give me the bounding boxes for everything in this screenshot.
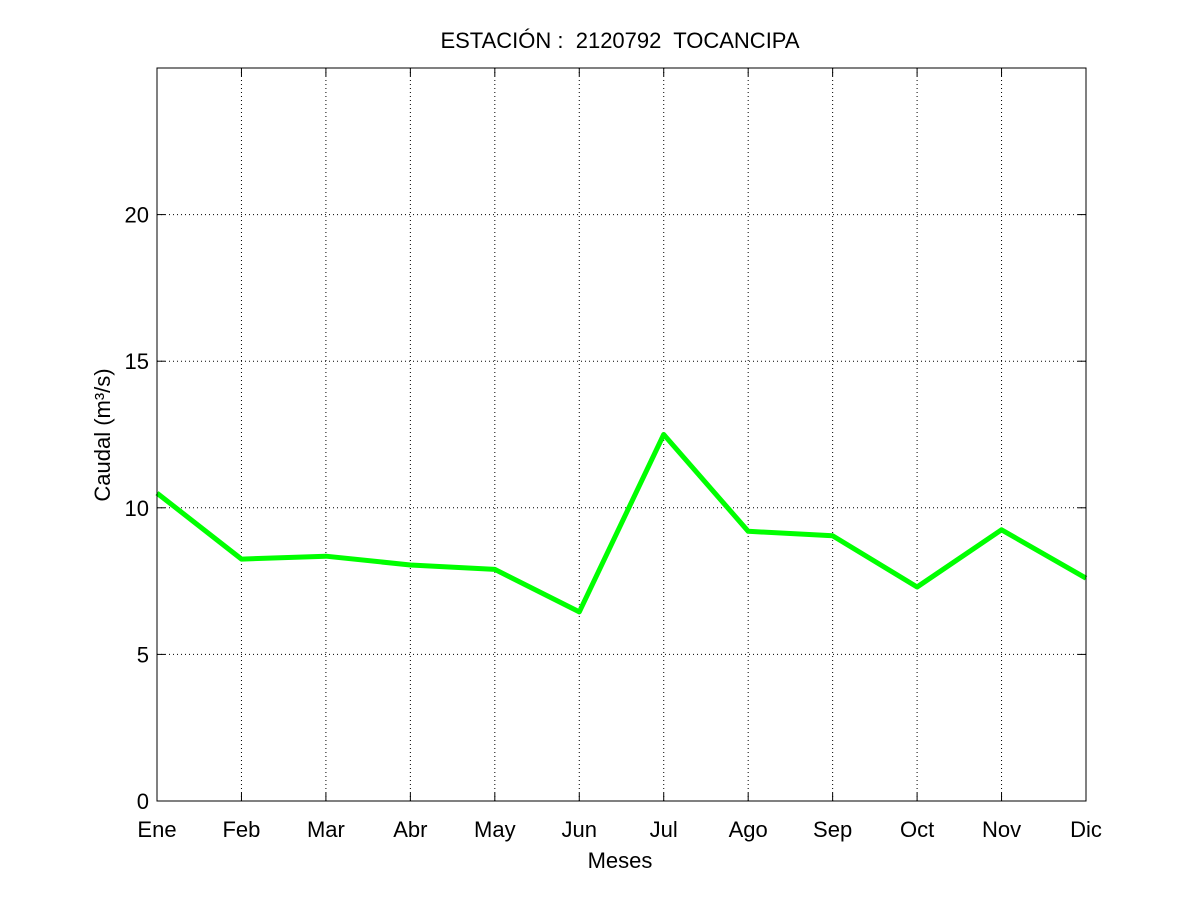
y-tick-label: 5 (137, 642, 149, 667)
x-tick-label: Dic (1070, 817, 1102, 842)
x-tick-label: Mar (307, 817, 345, 842)
y-tick-label: 10 (125, 496, 149, 521)
x-tick-label: Ago (729, 817, 768, 842)
x-tick-label: Ene (137, 817, 176, 842)
x-tick-label: Nov (982, 817, 1021, 842)
x-tick-label: Jun (562, 817, 597, 842)
y-axis-title: Caudal (m³/s) (90, 368, 115, 501)
x-tick-label: Abr (393, 817, 427, 842)
x-axis-title: Meses (588, 848, 653, 873)
x-tick-label: May (474, 817, 516, 842)
y-tick-label: 20 (125, 203, 149, 228)
y-tick-label: 0 (137, 789, 149, 814)
x-tick-label: Oct (900, 817, 934, 842)
chart-title: ESTACIÓN : 2120792 TOCANCIPA (440, 28, 799, 53)
x-tick-label: Jul (650, 817, 678, 842)
x-tick-label: Feb (222, 817, 260, 842)
plot-area (157, 68, 1086, 801)
y-tick-label: 15 (125, 349, 149, 374)
x-tick-label: Sep (813, 817, 852, 842)
